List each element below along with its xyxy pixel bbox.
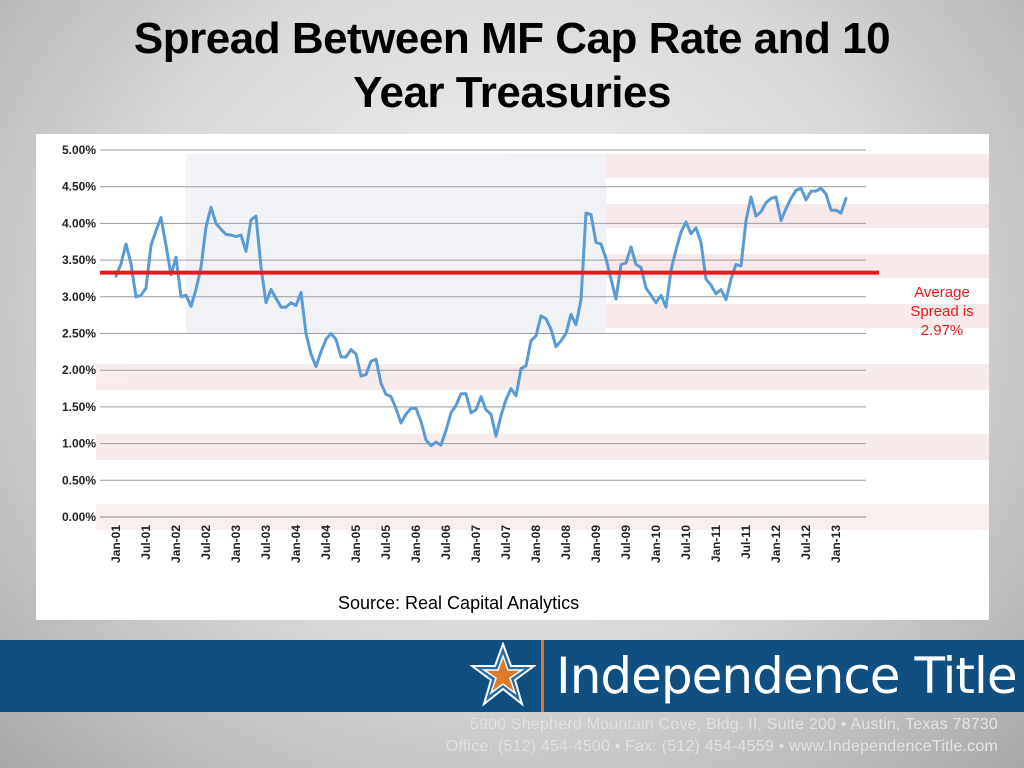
x-tick-labels: Jan-01 Jul-01 Jan-02 Jul-02 Jan-03 Jul-03 Jan-… (109, 525, 843, 563)
spread-chart: 0.00% 0.50% 1.00% 1.50% 2.00% 2.50% 3.00% 3.50%… (62, 143, 989, 613)
x-tick-label: Jan-10 (649, 525, 663, 563)
x-tick-label: Jan-02 (169, 525, 183, 563)
x-tick-label: Jul-01 (139, 525, 153, 560)
title-line-2: Year Treasuries (353, 68, 671, 117)
x-tick-label: Jan-01 (109, 525, 123, 563)
y-tick-labels: 0.00% 0.50% 1.00% 1.50% 2.00% 2.50% 3.00% 3.50%… (62, 143, 96, 524)
x-tick-label: Jul-02 (199, 525, 213, 560)
y-tick-label: 2.00% (62, 363, 96, 377)
flag-watermark (96, 154, 989, 530)
x-tick-label: Jul-04 (319, 525, 333, 560)
x-tick-label: Jan-03 (229, 525, 243, 563)
brand-name: Independence Title (556, 647, 1018, 705)
y-tick-label: 3.50% (62, 253, 96, 267)
y-tick-label: 4.50% (62, 180, 96, 194)
average-annotation-line-1: Average (914, 284, 970, 301)
x-tick-label: Jul-10 (679, 525, 693, 560)
y-tick-label: 2.50% (62, 327, 96, 341)
y-tick-label: 0.50% (62, 473, 96, 487)
x-tick-label: Jul-05 (379, 525, 393, 560)
footer-divider (541, 640, 544, 712)
x-tick-label: Jul-12 (799, 525, 813, 560)
x-tick-label: Jan-07 (469, 525, 483, 563)
x-tick-label: Jul-09 (619, 525, 633, 560)
x-tick-label: Jan-11 (709, 525, 723, 563)
x-tick-label: Jan-09 (589, 525, 603, 563)
slide-title: Spread Between MF Cap Rate and 10 Year T… (0, 12, 1024, 120)
y-tick-label: 3.00% (62, 290, 96, 304)
y-tick-label: 1.00% (62, 437, 96, 451)
footer-contact: Office: (512) 454-4500 • Fax: (512) 454-… (445, 738, 998, 755)
y-tick-label: 0.00% (62, 510, 96, 524)
x-tick-label: Jan-05 (349, 525, 363, 563)
average-annotation-line-3: 2.97% (921, 322, 964, 339)
x-tick-label: Jan-04 (289, 525, 303, 563)
x-tick-label: Jan-06 (409, 525, 423, 563)
y-grid (100, 149, 866, 518)
y-tick-label: 4.00% (62, 216, 96, 230)
title-line-1: Spread Between MF Cap Rate and 10 (133, 14, 891, 63)
chart-panel: 0.00% 0.50% 1.00% 1.50% 2.00% 2.50% 3.00% 3.50%… (36, 134, 989, 620)
average-annotation-line-2: Spread is (910, 303, 973, 320)
x-tick-label: Jul-03 (259, 525, 273, 560)
spread-series-line (114, 186, 848, 448)
x-tick-label: Jan-08 (529, 525, 543, 563)
x-tick-label: Jan-12 (769, 525, 783, 563)
x-tick-label: Jul-07 (499, 525, 513, 560)
x-tick-label: Jul-08 (559, 525, 573, 560)
star-icon (470, 642, 536, 707)
source-label: Source: Real Capital Analytics (338, 593, 579, 613)
y-tick-label: 5.00% (62, 143, 96, 157)
x-tick-label: Jan-13 (829, 525, 843, 563)
footer-address: 5900 Shepherd Mountain Cove, Bldg. II, S… (469, 716, 998, 733)
x-tick-label: Jul-06 (439, 525, 453, 560)
x-tick-label: Jul-11 (739, 525, 753, 559)
y-tick-label: 1.50% (62, 400, 96, 414)
